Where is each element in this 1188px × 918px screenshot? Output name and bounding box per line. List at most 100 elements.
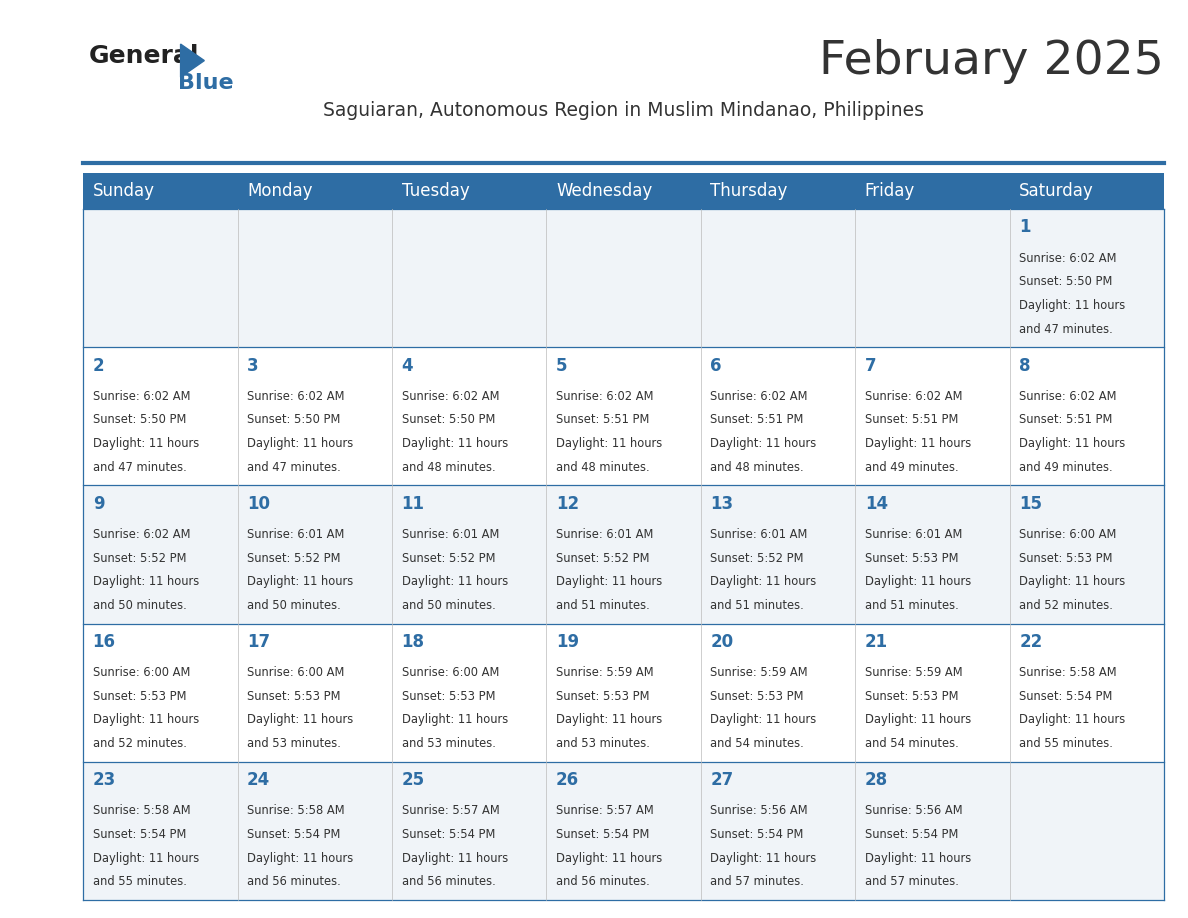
Text: Daylight: 11 hours: Daylight: 11 hours	[1019, 299, 1125, 312]
Text: Sunset: 5:53 PM: Sunset: 5:53 PM	[402, 689, 495, 702]
Text: and 52 minutes.: and 52 minutes.	[1019, 599, 1113, 612]
Text: Daylight: 11 hours: Daylight: 11 hours	[93, 576, 198, 588]
Text: 11: 11	[402, 495, 424, 512]
Text: Friday: Friday	[865, 182, 915, 200]
Text: Sunrise: 6:02 AM: Sunrise: 6:02 AM	[710, 389, 808, 403]
Text: and 48 minutes.: and 48 minutes.	[710, 461, 804, 475]
Text: 6: 6	[710, 356, 722, 375]
Text: Sunset: 5:54 PM: Sunset: 5:54 PM	[556, 828, 650, 841]
Text: Daylight: 11 hours: Daylight: 11 hours	[247, 852, 353, 865]
Text: Sunset: 5:52 PM: Sunset: 5:52 PM	[402, 552, 495, 565]
Text: Sunset: 5:54 PM: Sunset: 5:54 PM	[710, 828, 804, 841]
Text: and 47 minutes.: and 47 minutes.	[93, 461, 187, 475]
Text: Sunrise: 6:01 AM: Sunrise: 6:01 AM	[865, 528, 962, 541]
Text: February 2025: February 2025	[820, 39, 1164, 84]
Text: Sunset: 5:51 PM: Sunset: 5:51 PM	[865, 413, 959, 427]
Text: Daylight: 11 hours: Daylight: 11 hours	[402, 852, 507, 865]
Text: 7: 7	[865, 356, 877, 375]
Text: Sunset: 5:50 PM: Sunset: 5:50 PM	[402, 413, 495, 427]
Text: 27: 27	[710, 771, 734, 789]
Text: 2: 2	[93, 356, 105, 375]
Text: Sunset: 5:54 PM: Sunset: 5:54 PM	[1019, 689, 1113, 702]
Text: and 47 minutes.: and 47 minutes.	[247, 461, 341, 475]
Text: Sunset: 5:51 PM: Sunset: 5:51 PM	[556, 413, 650, 427]
Text: and 53 minutes.: and 53 minutes.	[402, 737, 495, 750]
Text: Sunrise: 5:58 AM: Sunrise: 5:58 AM	[93, 804, 190, 817]
Text: Sunrise: 5:58 AM: Sunrise: 5:58 AM	[247, 804, 345, 817]
Text: Sunset: 5:54 PM: Sunset: 5:54 PM	[402, 828, 495, 841]
Text: Sunrise: 6:00 AM: Sunrise: 6:00 AM	[247, 666, 345, 678]
Text: and 56 minutes.: and 56 minutes.	[247, 876, 341, 889]
Text: Sunset: 5:54 PM: Sunset: 5:54 PM	[865, 828, 959, 841]
Text: 26: 26	[556, 771, 579, 789]
Text: and 54 minutes.: and 54 minutes.	[710, 737, 804, 750]
Text: Sunset: 5:53 PM: Sunset: 5:53 PM	[93, 689, 187, 702]
Text: Daylight: 11 hours: Daylight: 11 hours	[402, 713, 507, 726]
Text: 5: 5	[556, 356, 568, 375]
Text: 18: 18	[402, 633, 424, 651]
Text: Sunset: 5:52 PM: Sunset: 5:52 PM	[247, 552, 341, 565]
Text: Sunrise: 6:02 AM: Sunrise: 6:02 AM	[247, 389, 345, 403]
Text: Sunrise: 6:02 AM: Sunrise: 6:02 AM	[1019, 389, 1117, 403]
Text: Daylight: 11 hours: Daylight: 11 hours	[1019, 576, 1125, 588]
Text: Sunrise: 6:02 AM: Sunrise: 6:02 AM	[93, 389, 190, 403]
Text: Sunday: Sunday	[93, 182, 154, 200]
Text: Sunset: 5:52 PM: Sunset: 5:52 PM	[556, 552, 650, 565]
Text: Sunrise: 5:59 AM: Sunrise: 5:59 AM	[710, 666, 808, 678]
Text: and 49 minutes.: and 49 minutes.	[1019, 461, 1113, 475]
Text: 28: 28	[865, 771, 887, 789]
Text: 23: 23	[93, 771, 116, 789]
Text: Sunrise: 6:01 AM: Sunrise: 6:01 AM	[710, 528, 808, 541]
Text: General: General	[89, 44, 200, 68]
Text: and 49 minutes.: and 49 minutes.	[865, 461, 959, 475]
Text: Daylight: 11 hours: Daylight: 11 hours	[710, 437, 816, 451]
Text: Daylight: 11 hours: Daylight: 11 hours	[556, 852, 662, 865]
Text: and 47 minutes.: and 47 minutes.	[1019, 323, 1113, 336]
Text: Sunrise: 6:00 AM: Sunrise: 6:00 AM	[93, 666, 190, 678]
Text: Sunrise: 5:56 AM: Sunrise: 5:56 AM	[865, 804, 962, 817]
Bar	[83, 486, 1164, 623]
Text: Daylight: 11 hours: Daylight: 11 hours	[556, 713, 662, 726]
Text: Sunrise: 6:02 AM: Sunrise: 6:02 AM	[865, 389, 962, 403]
Text: Daylight: 11 hours: Daylight: 11 hours	[247, 437, 353, 451]
Text: 17: 17	[247, 633, 270, 651]
Text: Sunset: 5:52 PM: Sunset: 5:52 PM	[710, 552, 804, 565]
Text: Daylight: 11 hours: Daylight: 11 hours	[865, 852, 971, 865]
Text: 8: 8	[1019, 356, 1031, 375]
Text: and 50 minutes.: and 50 minutes.	[247, 599, 341, 612]
Text: 25: 25	[402, 771, 424, 789]
Text: Daylight: 11 hours: Daylight: 11 hours	[865, 713, 971, 726]
Text: Blue: Blue	[178, 73, 234, 94]
Text: 22: 22	[1019, 633, 1043, 651]
Bar	[83, 173, 1164, 209]
Text: 10: 10	[247, 495, 270, 512]
Text: and 56 minutes.: and 56 minutes.	[556, 876, 650, 889]
Text: Daylight: 11 hours: Daylight: 11 hours	[865, 576, 971, 588]
Text: Sunrise: 6:01 AM: Sunrise: 6:01 AM	[402, 528, 499, 541]
Text: Daylight: 11 hours: Daylight: 11 hours	[556, 576, 662, 588]
Text: and 52 minutes.: and 52 minutes.	[93, 737, 187, 750]
Text: and 57 minutes.: and 57 minutes.	[865, 876, 959, 889]
Text: Sunrise: 6:02 AM: Sunrise: 6:02 AM	[556, 389, 653, 403]
Text: 16: 16	[93, 633, 115, 651]
Text: Daylight: 11 hours: Daylight: 11 hours	[710, 713, 816, 726]
Text: Sunset: 5:53 PM: Sunset: 5:53 PM	[1019, 552, 1113, 565]
Polygon shape	[181, 44, 204, 77]
Text: 3: 3	[247, 356, 259, 375]
Text: 24: 24	[247, 771, 271, 789]
Text: 4: 4	[402, 356, 413, 375]
Text: Sunset: 5:51 PM: Sunset: 5:51 PM	[1019, 413, 1113, 427]
Text: and 51 minutes.: and 51 minutes.	[556, 599, 650, 612]
Text: Daylight: 11 hours: Daylight: 11 hours	[93, 437, 198, 451]
Text: Daylight: 11 hours: Daylight: 11 hours	[93, 852, 198, 865]
Text: and 55 minutes.: and 55 minutes.	[93, 876, 187, 889]
Text: Tuesday: Tuesday	[402, 182, 469, 200]
Text: Sunset: 5:51 PM: Sunset: 5:51 PM	[710, 413, 804, 427]
Text: and 57 minutes.: and 57 minutes.	[710, 876, 804, 889]
Text: Sunrise: 6:02 AM: Sunrise: 6:02 AM	[1019, 252, 1117, 264]
Text: and 51 minutes.: and 51 minutes.	[710, 599, 804, 612]
Text: and 53 minutes.: and 53 minutes.	[556, 737, 650, 750]
Text: Monday: Monday	[247, 182, 312, 200]
Text: Sunset: 5:50 PM: Sunset: 5:50 PM	[1019, 275, 1113, 288]
Text: Sunrise: 5:57 AM: Sunrise: 5:57 AM	[402, 804, 499, 817]
